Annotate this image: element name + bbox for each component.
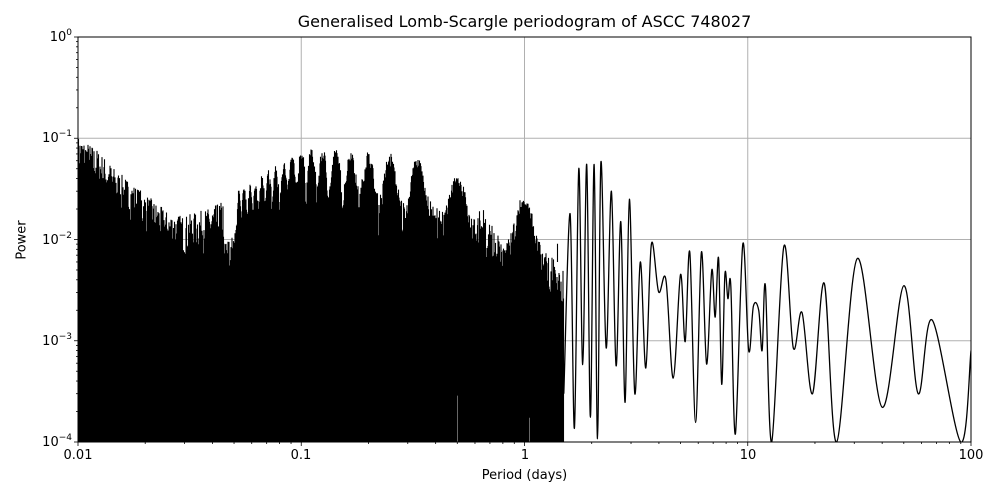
y-tick-label: 10−4 bbox=[42, 432, 72, 451]
x-tick-label: 1 bbox=[520, 448, 530, 463]
y-tick-label: 10−3 bbox=[42, 331, 72, 350]
y-tick-label: 10−2 bbox=[42, 230, 72, 249]
y-tick-label: 10−1 bbox=[42, 128, 72, 147]
chart-title: Generalised Lomb-Scargle periodogram of … bbox=[297, 12, 752, 31]
x-tick-label: 100 bbox=[958, 448, 984, 463]
power-curve bbox=[78, 138, 971, 442]
x-tick-label: 0.1 bbox=[290, 448, 312, 463]
x-tick-label: 10 bbox=[739, 448, 757, 463]
x-tick-label: 0.01 bbox=[63, 448, 93, 463]
tick-marks bbox=[74, 36, 972, 446]
y-axis-label: Power bbox=[14, 220, 30, 260]
x-axis-label: Period (days) bbox=[481, 468, 568, 483]
y-tick-label: 100 bbox=[49, 27, 72, 46]
